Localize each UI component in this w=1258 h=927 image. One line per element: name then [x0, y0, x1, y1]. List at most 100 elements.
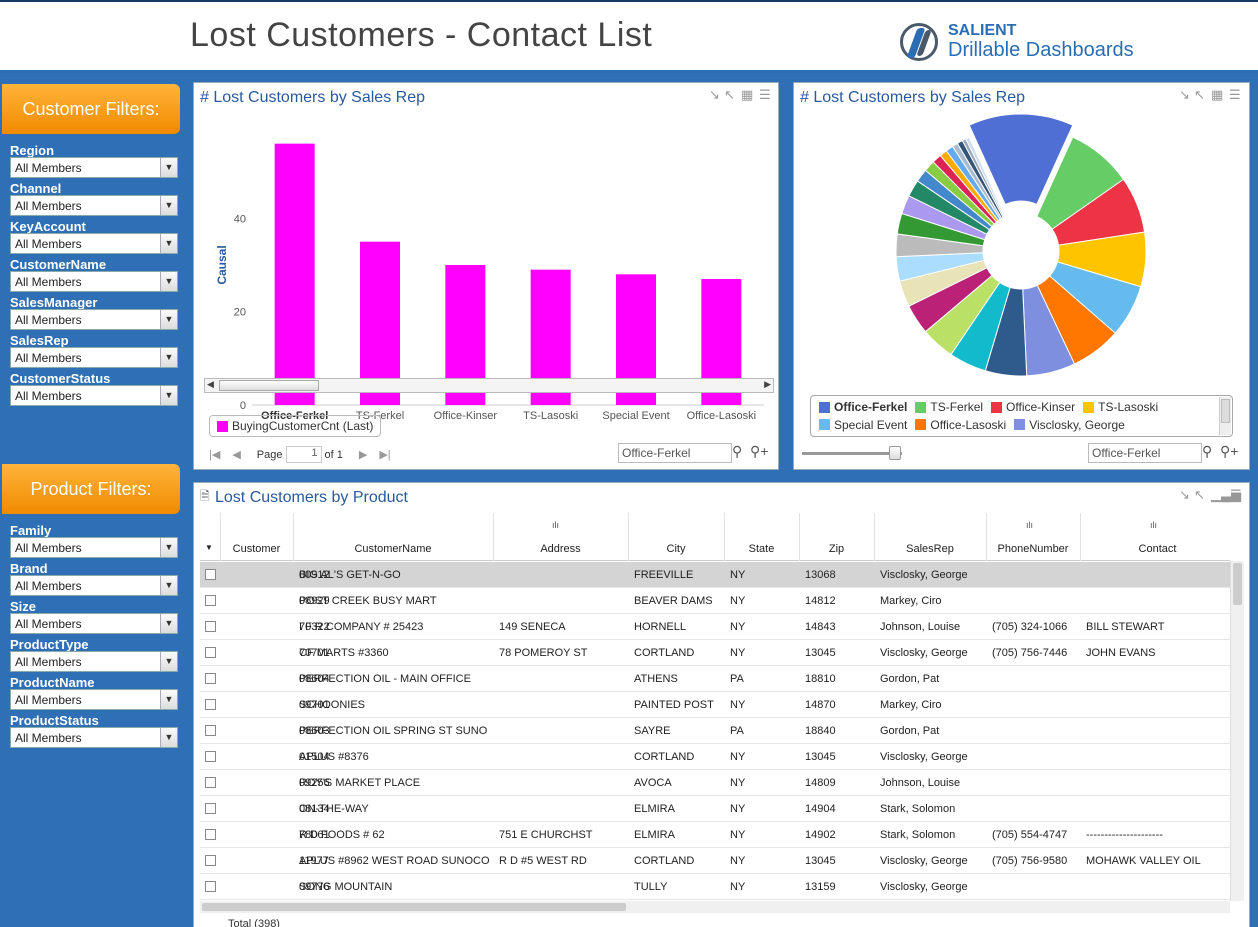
table-row[interactable]: 70322 I F R COMPANY # 25423 149 SENECA HORN… [200, 614, 1230, 640]
row-checkbox[interactable] [205, 855, 216, 866]
customer-filters-header[interactable]: Customer Filters: [2, 84, 180, 134]
drill-down-icon[interactable]: ↘ [709, 87, 720, 102]
filter-select-productstatus[interactable]: All Members ▼ [10, 727, 178, 748]
table-row[interactable]: 11977 APLUS #8962 WEST ROAD SUNOCO R D #5 … [200, 848, 1230, 874]
pie-legend[interactable]: Office-Ferkel TS-Ferkel Office-Kinser TS-La… [810, 395, 1233, 437]
filter-select-productname[interactable]: All Members ▼ [10, 689, 178, 710]
table-row[interactable]: 00912 BIG AL'S GET-N-GO FREEVILLE NY 13068 Vi… [200, 562, 1230, 588]
table-row[interactable]: 09256 ROY'S MARKET PLACE AVOCA NY 14809 Johns… [200, 770, 1230, 796]
scroll-right-icon[interactable]: ▶ [764, 379, 771, 389]
row-checkbox[interactable] [205, 803, 216, 814]
drill-up-icon[interactable]: ↖ [1194, 87, 1205, 102]
chevron-down-icon[interactable]: ▼ [160, 614, 177, 633]
filter-select-keyaccount[interactable]: All Members ▼ [10, 233, 178, 254]
legend-item[interactable]: Office-Ferkel [819, 399, 907, 415]
zoom-slider-handle[interactable] [889, 446, 901, 460]
row-checkbox[interactable] [205, 621, 216, 632]
table-row[interactable]: 78061 R D FOODS # 62 751 E CHURCHST ELMIRA N… [200, 822, 1230, 848]
row-checkbox[interactable] [205, 881, 216, 892]
table-row[interactable]: 01504 APLUS #8376 CORTLAND NY 13045 Visclosky… [200, 744, 1230, 770]
search-icon[interactable]: ⚲ [1202, 443, 1213, 459]
chevron-down-icon[interactable]: ▼ [160, 348, 177, 367]
filter-select-region[interactable]: All Members ▼ [10, 157, 178, 178]
search-add-icon[interactable]: ⚲+ [750, 443, 769, 459]
legend-scroll-thumb[interactable] [1221, 399, 1230, 423]
scroll-left-icon[interactable]: ◀ [207, 379, 214, 389]
legend-item[interactable]: Special Event [819, 417, 907, 433]
row-checkbox[interactable] [205, 699, 216, 710]
page-input[interactable]: 1 [285, 446, 322, 463]
row-checkbox[interactable] [205, 725, 216, 736]
col-header-contact[interactable]: Contact [1138, 543, 1177, 555]
chevron-down-icon[interactable]: ▼ [160, 576, 177, 595]
product-filters-header[interactable]: Product Filters: [2, 464, 180, 514]
last-page-icon[interactable]: ▶| [379, 449, 391, 461]
sort-caret-icon[interactable]: ▼ [205, 543, 213, 552]
bar-search-input[interactable]: Office-Ferkel [618, 443, 732, 463]
grid-vertical-scrollbar[interactable] [1230, 561, 1244, 901]
legend-item[interactable]: TS-Ferkel [915, 399, 983, 415]
legend-item[interactable]: Visclosky, George [1014, 417, 1125, 433]
table-row[interactable]: 09701 SCHOONIES PAINTED POST NY 14870 Markey,… [200, 692, 1230, 718]
chevron-down-icon[interactable]: ▼ [160, 386, 177, 405]
chevron-down-icon[interactable]: ▼ [160, 272, 177, 291]
row-checkbox[interactable] [205, 777, 216, 788]
search-add-icon[interactable]: ⚲+ [1220, 443, 1239, 459]
chevron-down-icon[interactable]: ▼ [160, 690, 177, 709]
prev-page-icon[interactable]: ◀ [232, 449, 241, 461]
legend-item[interactable]: Office-Hauderschild [1032, 434, 1152, 436]
table-row[interactable]: 08603 PERFECTION OIL SPRING ST SUNO SAYRE P… [200, 718, 1230, 744]
filter-select-customerstatus[interactable]: All Members ▼ [10, 385, 178, 406]
table-row[interactable]: 09776 SONG MOUNTAIN TULLY NY 13159 Visclosky,… [200, 874, 1230, 900]
grid-view-icon[interactable]: ▦ [1211, 87, 1224, 102]
row-checkbox[interactable] [205, 829, 216, 840]
table-row[interactable]: 08604 PERFECTION OIL - MAIN OFFICE ATHENS P… [200, 666, 1230, 692]
row-checkbox[interactable] [205, 569, 216, 580]
col-header-phonenumber[interactable]: PhoneNumber [997, 543, 1069, 555]
row-checkbox[interactable] [205, 673, 216, 684]
drill-up-icon[interactable]: ↖ [1194, 487, 1205, 502]
column-chart-icon[interactable]: ılı [1026, 520, 1034, 530]
filter-select-salesrep[interactable]: All Members ▼ [10, 347, 178, 368]
col-header-city[interactable]: City [666, 543, 686, 555]
grid-vscroll-thumb[interactable] [1233, 563, 1242, 605]
filter-select-family[interactable]: All Members ▼ [10, 537, 178, 558]
filter-select-brand[interactable]: All Members ▼ [10, 575, 178, 596]
legend-scrollbar[interactable] [1219, 397, 1231, 435]
column-chart-icon[interactable]: ılı [552, 520, 560, 530]
legend-item[interactable]: TS-Lasoski [1083, 399, 1158, 415]
col-header-salesrep[interactable]: SalesRep [906, 543, 954, 555]
next-page-icon[interactable]: ▶ [358, 449, 368, 461]
col-header-zip[interactable]: Zip [828, 543, 845, 555]
table-row[interactable]: 08929 POST CREEK BUSY MART BEAVER DAMS NY 14… [200, 588, 1230, 614]
row-checkbox[interactable] [205, 595, 216, 606]
menu-icon[interactable]: ☰ [1229, 87, 1241, 102]
table-row[interactable]: 70701 CF MARTS #3360 78 POMEROY ST CORTLAND… [200, 640, 1230, 666]
filter-select-channel[interactable]: All Members ▼ [10, 195, 178, 216]
col-header-state[interactable]: State [748, 543, 775, 555]
grid-view-icon[interactable]: ▦ [741, 87, 754, 102]
column-chart-icon[interactable]: ılı [1150, 520, 1158, 530]
chart-view-icon[interactable]: ▁▃▅ [1211, 487, 1241, 502]
menu-icon[interactable]: ☰ [1230, 487, 1242, 502]
chevron-down-icon[interactable]: ▼ [160, 310, 177, 329]
drill-down-icon[interactable]: ↘ [1179, 487, 1190, 502]
drill-down-icon[interactable]: ↘ [1179, 87, 1190, 102]
chevron-down-icon[interactable]: ▼ [160, 652, 177, 671]
col-header-customername[interactable]: CustomerName [354, 543, 432, 555]
legend-item[interactable]: Johnson, Louise [819, 434, 921, 436]
legend-item[interactable]: Office-Lasoski [915, 417, 1006, 433]
legend-item[interactable]: Andrews, Greg [929, 434, 1024, 436]
filter-select-salesmanager[interactable]: All Members ▼ [10, 309, 178, 330]
scrollbar-thumb[interactable] [219, 380, 319, 391]
legend-item[interactable]: Office-Kinser [991, 399, 1075, 415]
first-page-icon[interactable]: |◀ [209, 449, 221, 461]
chevron-down-icon[interactable]: ▼ [160, 158, 177, 177]
menu-icon[interactable]: ☰ [759, 87, 771, 102]
row-checkbox[interactable] [205, 751, 216, 762]
chart-scrollbar[interactable]: ◀ ▶ [204, 378, 774, 393]
col-header-address[interactable]: Address [540, 543, 581, 555]
filter-select-size[interactable]: All Members ▼ [10, 613, 178, 634]
search-icon[interactable]: ⚲ [732, 443, 743, 459]
drill-up-icon[interactable]: ↖ [724, 87, 735, 102]
